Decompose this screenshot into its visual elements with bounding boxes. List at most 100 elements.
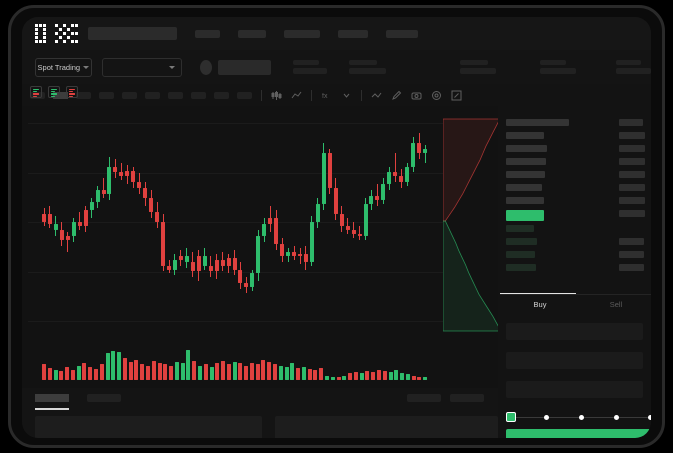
volume-bar: [394, 370, 399, 380]
orderbook-ask-row[interactable]: [506, 171, 545, 178]
orderbook-ask-size[interactable]: [619, 158, 645, 165]
nav-search-input[interactable]: [88, 27, 177, 40]
bottom-tab-open-orders[interactable]: [35, 394, 69, 402]
orderbook-bid-row[interactable]: [506, 238, 537, 245]
candlestick-chart-icon[interactable]: [271, 90, 282, 101]
volume-bar: [221, 361, 226, 380]
orderbook-bid-size[interactable]: [619, 238, 644, 245]
bottom-action-1[interactable]: [407, 394, 441, 402]
orderbook-mode-bids-icon[interactable]: [48, 86, 60, 98]
orderbook-bid-row[interactable]: [506, 251, 535, 258]
candlestick: [131, 166, 136, 189]
order-price-field[interactable]: [506, 323, 643, 340]
volume-bar: [197, 365, 202, 380]
candlestick-price-chart[interactable]: [28, 109, 443, 339]
order-amount-slider[interactable]: [506, 412, 651, 422]
trend-line-icon[interactable]: [371, 90, 382, 101]
slider-stop-75[interactable]: [614, 414, 619, 420]
candlestick: [387, 166, 392, 191]
candlestick: [155, 202, 160, 228]
slider-stop-25[interactable]: [544, 414, 549, 420]
orderbook-ask-row[interactable]: [506, 132, 544, 139]
volume-bar: [330, 376, 335, 380]
timeframe-button-2[interactable]: [53, 91, 68, 99]
candlestick: [184, 247, 189, 268]
orderbook-ask-row[interactable]: [506, 158, 546, 165]
timeframe-button-9[interactable]: [214, 91, 229, 99]
orderbook-bid-row[interactable]: [506, 264, 536, 271]
orderbook-ask-row[interactable]: [506, 119, 569, 126]
order-tab-sell[interactable]: Sell: [609, 300, 623, 309]
timeframe-button-7[interactable]: [168, 91, 183, 99]
orderbook-ask-row[interactable]: [506, 197, 544, 204]
fullscreen-icon[interactable]: [451, 90, 462, 101]
candlestick: [220, 251, 225, 272]
camera-icon[interactable]: [411, 90, 422, 101]
chevron-down-icon[interactable]: [341, 90, 352, 101]
orders-tabs: [35, 394, 121, 402]
stat-24h-volume-quote: [615, 60, 651, 74]
nav-item-4[interactable]: [338, 29, 368, 38]
orderbook-bid-row[interactable]: [506, 225, 534, 232]
order-form-tabs: Buy Sell: [500, 294, 651, 316]
order-amount-field[interactable]: [506, 352, 643, 369]
timeframe-button-10[interactable]: [237, 91, 252, 99]
timeframe-button-1[interactable]: [30, 91, 45, 99]
stat-24h-volume-base: [539, 60, 576, 74]
trading-pair-selector[interactable]: [101, 57, 182, 77]
trading-mode-selector[interactable]: Spot Trading: [35, 57, 92, 77]
orderbook-ask-row[interactable]: [506, 184, 542, 191]
okx-logo[interactable]: [35, 24, 78, 43]
slider-handle[interactable]: [506, 412, 516, 422]
orderbook-ask-size[interactable]: [619, 184, 645, 191]
candlestick: [303, 245, 308, 270]
drawing-pencil-icon[interactable]: [391, 90, 402, 101]
bottom-tab-order-history[interactable]: [87, 394, 121, 402]
orderbook-rows: [498, 119, 651, 281]
order-total-field[interactable]: [506, 381, 643, 398]
bottom-card-1: [35, 416, 262, 438]
candlestick: [274, 210, 279, 250]
timeframe-button-3[interactable]: [76, 91, 91, 99]
candle-wick: [120, 162, 122, 181]
stat-24h-high: [348, 60, 386, 74]
candle-body: [333, 188, 338, 215]
timeframe-button-6[interactable]: [145, 91, 160, 99]
chevron-down-icon: [83, 65, 90, 69]
nav-item-3[interactable]: [284, 29, 320, 38]
nav-item-5[interactable]: [386, 29, 418, 38]
line-chart-icon[interactable]: [291, 90, 302, 101]
orderbook-ask-row[interactable]: [506, 145, 547, 152]
volume-bar: [348, 373, 353, 380]
orderbook-ask-size[interactable]: [619, 171, 645, 178]
orderbook-mode-asks-icon[interactable]: [66, 86, 78, 98]
candlestick: [89, 198, 94, 219]
active-tab-indicator: [35, 408, 69, 410]
orderbook-ask-size[interactable]: [619, 132, 645, 139]
slider-stop-50[interactable]: [579, 414, 584, 420]
candle-body: [107, 166, 112, 195]
orderbook-ask-size[interactable]: [619, 119, 643, 126]
nav-item-2[interactable]: [238, 29, 266, 38]
orderbook-ask-size[interactable]: [619, 197, 645, 204]
place-order-button[interactable]: [506, 429, 651, 438]
orderbook-last-size: [619, 210, 645, 217]
timeframe-button-8[interactable]: [191, 91, 206, 99]
order-tab-buy[interactable]: Buy: [533, 300, 547, 309]
candle-body: [303, 253, 308, 262]
candle-body: [190, 261, 195, 272]
volume-bar: [400, 373, 405, 380]
timeframe-button-5[interactable]: [122, 91, 137, 99]
timeframe-button-4[interactable]: [99, 91, 114, 99]
settings-gear-icon[interactable]: [431, 90, 442, 101]
orderbook-ask-size[interactable]: [619, 145, 645, 152]
nav-item-1[interactable]: [195, 29, 220, 38]
orderbook-bid-size[interactable]: [619, 251, 644, 258]
indicator-icon[interactable]: fx: [321, 90, 332, 101]
orderbook-bid-size[interactable]: [619, 264, 644, 271]
pair-coin-avatar: [199, 59, 212, 75]
bottom-action-2[interactable]: [450, 394, 484, 402]
slider-stop-100[interactable]: [648, 414, 651, 420]
orderbook-mode-both-icon[interactable]: [30, 86, 42, 98]
candle-body: [131, 170, 136, 183]
